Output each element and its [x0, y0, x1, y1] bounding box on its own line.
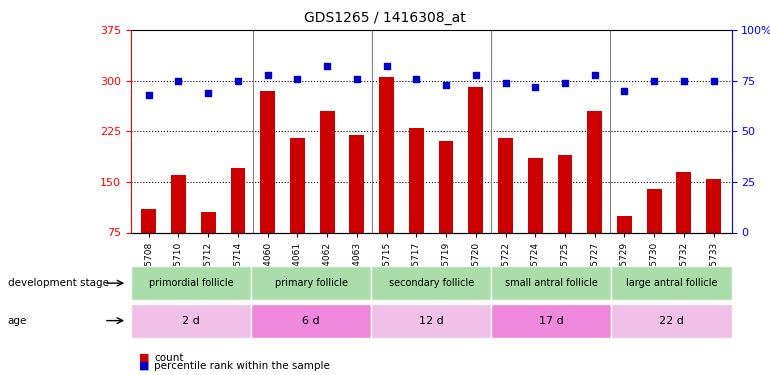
Point [350, 76, 363, 82]
Text: small antral follicle: small antral follicle [505, 278, 598, 288]
Point [380, 63, 393, 69]
Text: 17 d: 17 d [539, 316, 564, 326]
Text: secondary follicle: secondary follicle [389, 278, 474, 288]
Bar [647, 189, 661, 232]
Bar [706, 178, 721, 232]
Text: large antral follicle: large antral follicle [626, 278, 717, 288]
Bar [468, 87, 484, 232]
Point [321, 63, 333, 69]
Text: GDS1265 / 1416308_at: GDS1265 / 1416308_at [304, 11, 466, 25]
Bar [677, 172, 691, 232]
Text: age: age [8, 316, 27, 326]
Text: 2 d: 2 d [182, 316, 200, 326]
Point [618, 88, 631, 94]
Bar [588, 111, 602, 232]
Bar [409, 128, 424, 232]
Bar [290, 138, 305, 232]
Point [202, 90, 214, 96]
Point [440, 82, 452, 88]
Bar [617, 216, 632, 232]
Text: percentile rank within the sample: percentile rank within the sample [154, 361, 330, 370]
Point [708, 78, 720, 84]
Text: count: count [154, 353, 183, 363]
Bar [260, 91, 275, 232]
Bar [527, 158, 543, 232]
Point [262, 72, 274, 78]
Text: ■: ■ [139, 353, 149, 363]
Point [559, 80, 571, 86]
Point [648, 78, 661, 84]
Point [142, 92, 155, 98]
Bar [350, 135, 364, 232]
Text: 12 d: 12 d [419, 316, 444, 326]
Bar [379, 77, 394, 232]
Bar [230, 168, 246, 232]
Text: primordial follicle: primordial follicle [149, 278, 233, 288]
Point [291, 76, 303, 82]
Point [172, 78, 185, 84]
Point [529, 84, 541, 90]
Text: 6 d: 6 d [303, 316, 320, 326]
Text: primary follicle: primary follicle [275, 278, 347, 288]
Point [410, 76, 423, 82]
Point [470, 72, 482, 78]
Text: development stage: development stage [8, 278, 109, 288]
Point [588, 72, 601, 78]
Bar [171, 175, 186, 232]
Text: 22 d: 22 d [659, 316, 684, 326]
Bar [498, 138, 513, 232]
Bar [142, 209, 156, 232]
Point [232, 78, 244, 84]
Bar [201, 212, 216, 232]
Bar [439, 141, 454, 232]
Point [500, 80, 512, 86]
Text: ■: ■ [139, 361, 149, 370]
Bar [557, 155, 572, 232]
Point [678, 78, 690, 84]
Bar [320, 111, 335, 232]
